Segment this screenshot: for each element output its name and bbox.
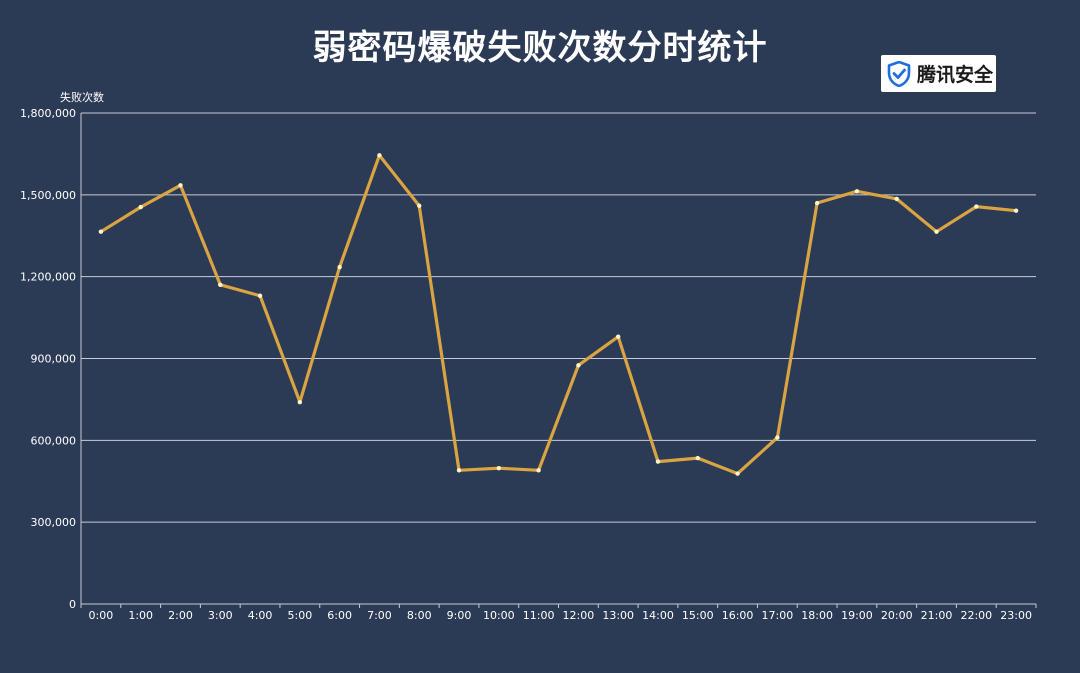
x-tick-label: 18:00	[801, 609, 833, 622]
x-tick-label: 10:00	[483, 609, 515, 622]
data-point	[934, 229, 939, 234]
data-point	[456, 468, 462, 473]
axes	[80, 113, 1037, 608]
x-tick-label: 19:00	[841, 609, 873, 622]
data-point	[854, 189, 860, 194]
y-tick-label: 0	[69, 598, 76, 611]
data-point	[814, 200, 820, 206]
x-tick-label: 3:00	[208, 609, 233, 622]
grid-lines	[81, 112, 1036, 523]
x-tick-label: 8:00	[407, 609, 432, 622]
x-tick-label: 20:00	[881, 609, 913, 622]
chart-title: 弱密码爆破失败次数分时统计	[312, 28, 768, 68]
data-point	[178, 183, 183, 188]
series-line-layer	[99, 153, 1018, 476]
y-tick-label: 600,000	[31, 434, 77, 447]
data-point	[615, 334, 621, 339]
x-tick-label: 7:00	[367, 609, 392, 622]
tencent-security-logo: 腾讯安全	[881, 55, 996, 92]
x-tick-label: 14:00	[642, 609, 674, 622]
x-tick-label: 21:00	[921, 609, 953, 622]
x-tick-label: 2:00	[168, 609, 193, 622]
x-tick-label: 15:00	[682, 609, 714, 622]
series-line	[99, 153, 1018, 476]
x-tick-label: 16:00	[722, 609, 754, 622]
data-point	[417, 203, 422, 208]
data-point	[377, 153, 382, 158]
data-point	[297, 399, 303, 405]
data-point	[1013, 208, 1019, 213]
x-tick-label: 23:00	[1000, 609, 1032, 622]
data-point	[536, 468, 541, 473]
y-axis-label: 失败次数	[60, 91, 104, 104]
x-tick-label: 6:00	[327, 609, 352, 622]
data-point	[894, 196, 899, 202]
data-point	[974, 204, 979, 209]
y-tick-labels: 0 300,000 600,000 900,000 1,200,000 1,500,000…	[20, 107, 76, 611]
x-tick-labels: 0:00 1:00 2:00 3:00 4:00 5:00 6:00 7:00 8:00 9:00…	[89, 609, 1032, 622]
data-point	[695, 455, 700, 461]
data-points	[98, 153, 1019, 476]
x-tick-label: 5:00	[288, 609, 313, 622]
x-tick-label: 9:00	[447, 609, 472, 622]
y-tick-label: 300,000	[31, 516, 77, 529]
data-point	[775, 435, 780, 440]
y-tick-label: 1,200,000	[20, 271, 76, 284]
x-tick-label: 17:00	[762, 609, 794, 622]
shield-check-icon	[887, 60, 911, 87]
y-tick-label: 1,500,000	[20, 189, 76, 202]
data-point	[98, 229, 104, 234]
y-tick-label: 900,000	[31, 353, 77, 366]
y-tick-label: 1,800,000	[20, 107, 76, 120]
x-tick-label: 4:00	[248, 609, 273, 622]
x-tick-label: 22:00	[960, 609, 992, 622]
data-point	[218, 282, 223, 288]
data-point	[337, 264, 342, 270]
data-point	[496, 465, 502, 471]
data-point	[655, 459, 661, 464]
x-tick-label: 13:00	[602, 609, 634, 622]
x-tick-label: 11:00	[523, 609, 555, 622]
x-tick-label: 12:00	[563, 609, 595, 622]
x-tick-label: 0:00	[89, 609, 114, 622]
data-point	[138, 204, 143, 210]
logo-text: 腾讯安全	[917, 64, 994, 86]
data-point	[257, 293, 263, 298]
data-point	[735, 471, 740, 476]
x-tick-label: 1:00	[128, 609, 153, 622]
data-point	[576, 363, 581, 368]
